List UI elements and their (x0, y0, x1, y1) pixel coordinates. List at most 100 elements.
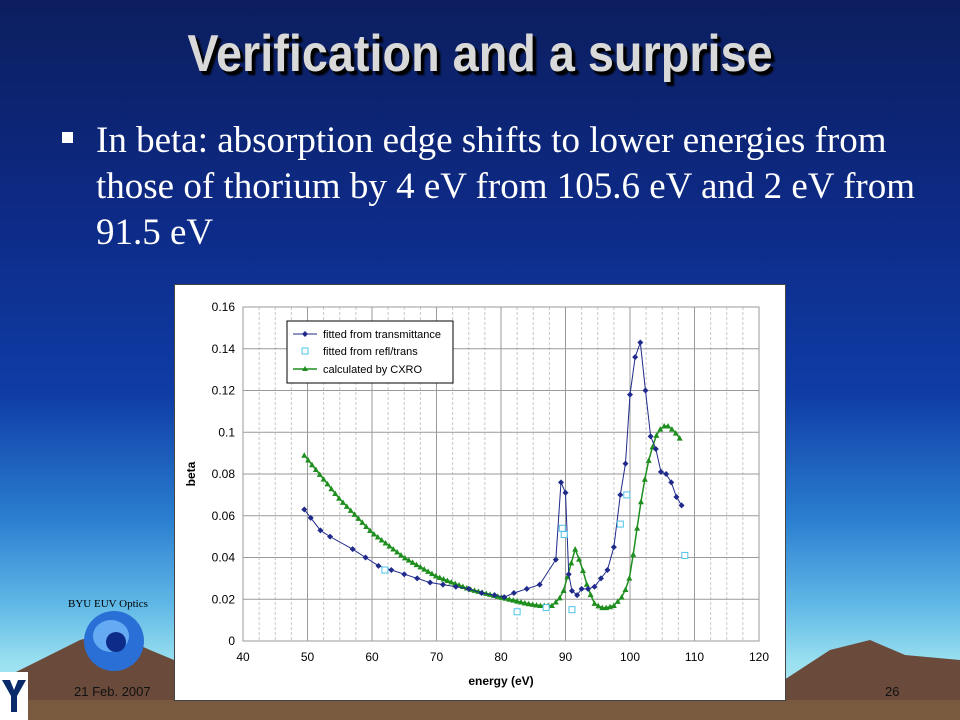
x-axis-label: energy (eV) (468, 674, 533, 688)
series-cxro-point (398, 551, 405, 558)
series-cxro-point (641, 476, 648, 482)
series-cxro-point (552, 599, 559, 605)
series-transmittance-point (627, 391, 633, 398)
series-cxro-point (676, 435, 683, 441)
series-cxro-point (363, 523, 370, 529)
series-cxro-point (309, 461, 316, 468)
series-cxro-point (630, 551, 637, 557)
series-transmittance-point (647, 433, 654, 440)
series-cxro-point (591, 600, 598, 606)
series-cxro-point (320, 476, 327, 482)
series-transmittance-point (604, 567, 611, 574)
series-cxro-point (374, 533, 381, 540)
series-cxro-point (514, 598, 521, 604)
logo-globe-core (106, 632, 126, 652)
series-transmittance-point (557, 479, 564, 486)
y-axis-label: beta (184, 461, 198, 486)
series-refl-trans-point (381, 566, 389, 574)
series-cxro-point (436, 574, 443, 581)
series-cxro-point (618, 594, 625, 600)
legend-label-refl-trans: fitted from refl/trans (323, 346, 418, 358)
series-cxro-point (401, 554, 408, 561)
series-transmittance-point (536, 581, 543, 588)
legend-transmittance-marker (302, 331, 308, 337)
series-cxro-point (556, 594, 563, 601)
series-transmittance-point (610, 544, 617, 551)
series-cxro-point (510, 597, 517, 603)
series-transmittance-point (427, 579, 434, 586)
series-transmittance-point (388, 567, 395, 574)
series-cxro-point (517, 599, 524, 605)
series-cxro-point (533, 601, 540, 608)
series-refl-trans-point (513, 608, 521, 616)
y-tick-label: 0.14 (212, 342, 236, 356)
series-cxro-point (386, 542, 393, 549)
series-cxro-point (583, 581, 590, 587)
x-tick-label: 40 (236, 650, 250, 664)
series-cxro-point (413, 561, 420, 568)
series-cxro-point (599, 604, 606, 611)
series-cxro-point (432, 572, 439, 579)
series-transmittance-point (362, 554, 369, 561)
series-cxro-point (637, 498, 644, 505)
y-tick-label: 0.08 (212, 467, 236, 481)
series-cxro-point (351, 511, 358, 517)
series-cxro-point (301, 452, 308, 458)
series-cxro-point (444, 577, 451, 584)
series-transmittance-point (652, 445, 659, 452)
series-transmittance-point (327, 533, 334, 540)
series-cxro-point (339, 499, 346, 505)
series-cxro-point (428, 570, 435, 577)
series-refl-trans-point (616, 520, 624, 528)
series-cxro-point (425, 568, 432, 574)
series-cxro-point (343, 503, 350, 509)
series-transmittance-point (673, 493, 680, 500)
series-cxro-point (440, 576, 447, 582)
series-transmittance-point (552, 556, 559, 563)
series-transmittance-point (401, 571, 408, 578)
series-cxro-point (657, 426, 664, 432)
series-transmittance-point (523, 585, 530, 592)
page-number: 26 (885, 684, 900, 699)
series-cxro-point (367, 527, 374, 533)
series-cxro-point (394, 548, 401, 555)
legend-refl-trans-marker (301, 347, 309, 355)
series-cxro-point (634, 525, 641, 531)
series-transmittance-point (678, 502, 685, 509)
series-cxro-point (382, 539, 389, 546)
x-tick-label: 70 (430, 650, 444, 664)
series-cxro-point (316, 471, 323, 477)
series-cxro-point (548, 602, 555, 609)
series-cxro-point (332, 490, 339, 496)
series-cxro-point (587, 591, 594, 598)
series-cxro-point (645, 457, 652, 463)
series-cxro-point (595, 602, 602, 609)
series-cxro-point (336, 495, 343, 501)
series-transmittance-point (565, 571, 572, 578)
series-transmittance-point (574, 592, 581, 599)
y-tick-label: 0 (228, 634, 235, 648)
series-transmittance-point (622, 460, 629, 467)
series-cxro-point (537, 602, 544, 609)
series-cxro-point (390, 545, 397, 552)
series-transmittance-point (452, 583, 459, 590)
x-tick-label: 50 (301, 650, 315, 664)
series-cxro-point (572, 546, 579, 552)
byu-euv-logo (84, 611, 144, 671)
series-transmittance-point (349, 546, 356, 553)
series-cxro-point (359, 519, 366, 525)
series-cxro-point (305, 456, 312, 463)
series-cxro-point (521, 599, 528, 606)
series-cxro-point (324, 480, 331, 487)
series-cxro-point (626, 575, 633, 581)
legend-label-transmittance: fitted from transmittance (323, 329, 441, 341)
series-transmittance-point (617, 491, 624, 498)
series-refl-trans-point (568, 606, 576, 614)
series-refl-trans-point (560, 531, 568, 539)
legend-label-cxro: calculated by CXRO (323, 364, 422, 376)
chart-container: 40 50 60 70 80 90 100 110 120 0 0.02 0.04 0.06 0.08 0.… (174, 284, 786, 701)
series-cxro-point (409, 559, 416, 565)
series-refl-trans-point (681, 551, 689, 559)
series-cxro-point (622, 586, 629, 592)
series-transmittance-point (439, 581, 446, 588)
